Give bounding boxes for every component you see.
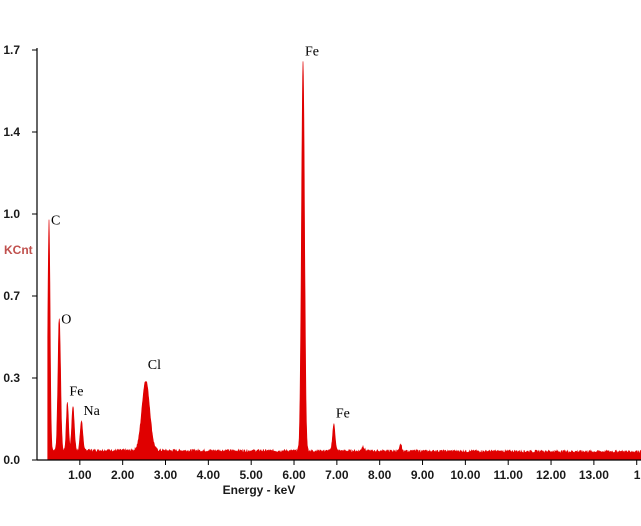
x-tick-label: 2.00 [111,468,135,482]
y-tick-label: 0.0 [3,453,20,467]
x-tick-label: 8.00 [368,468,392,482]
peak-label-o: O [61,312,71,327]
y-tick-label: 1.4 [3,125,20,139]
y-tick-label: 0.7 [3,289,20,303]
x-axis-title: Energy - keV [223,483,296,497]
x-tick-label: 7.00 [325,468,349,482]
y-tick-label: 1.0 [3,207,20,221]
peak-label-c: C [51,213,60,228]
x-tick-label: 9.00 [411,468,435,482]
x-tick-label: 1.00 [68,468,92,482]
x-tick-label: 12.00 [536,468,566,482]
x-tick-label: 10.00 [450,468,480,482]
x-tick-label: 5.00 [240,468,264,482]
x-tick-label: 3.00 [154,468,178,482]
peak-label-cl: Cl [148,358,161,373]
x-tick-label: 1 [634,468,641,482]
peak-label-fe: Fe [336,406,350,421]
y-axis-unit-label: KCnt [4,243,33,257]
y-tick-label: 0.3 [3,371,20,385]
x-tick-label: 6.00 [282,468,306,482]
plot-area [37,48,641,460]
peak-label-na: Na [84,404,101,419]
x-tick-label: 13.00 [579,468,609,482]
x-axis-ticks: 1.00 2.00 3.00 4.00 5.00 6.00 7.00 8.00 9.00 10.0… [68,460,641,482]
x-tick-label: 4.00 [197,468,221,482]
peak-label-fe: Fe [305,45,319,60]
spectrum-area [48,61,641,460]
x-tick-label: 11.00 [494,468,524,482]
y-tick-label: 1.7 [3,43,20,57]
peak-label-fe: Fe [69,385,83,400]
